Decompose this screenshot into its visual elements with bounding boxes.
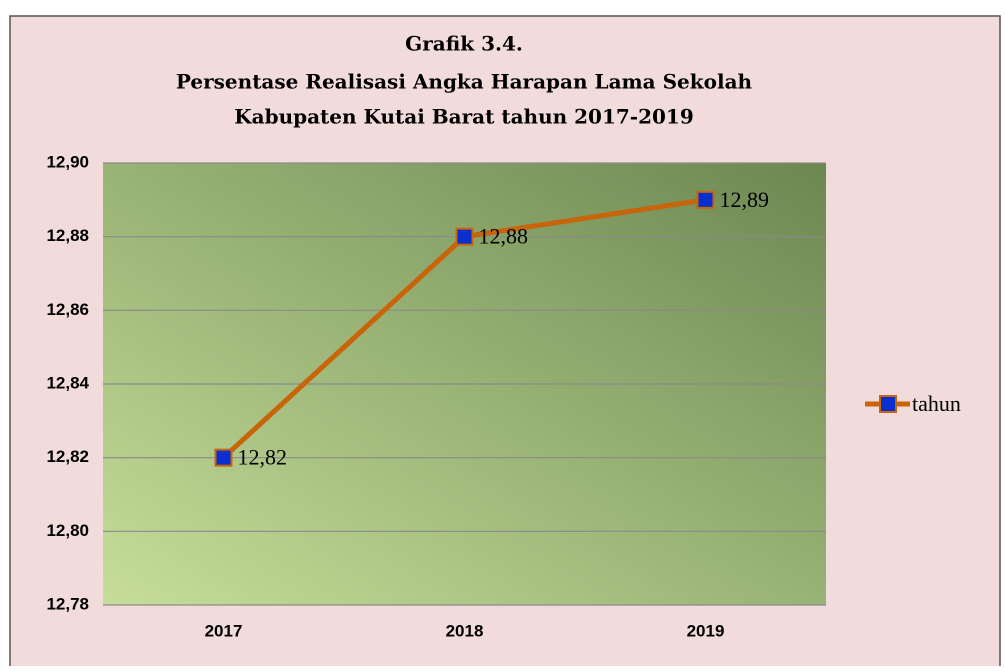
data-label: 12,89 (720, 187, 770, 212)
chart-title: Kabupaten Kutai Barat tahun 2017-2019 (234, 105, 694, 129)
y-tick-label: 12,90 (46, 152, 89, 171)
marker (214, 448, 233, 467)
chart-title: Persentase Realisasi Angka Harapan Lama … (176, 70, 753, 94)
data-label: 12,88 (479, 224, 529, 249)
x-tick-label: 2017 (205, 621, 243, 640)
y-tick-label: 12,86 (46, 300, 89, 319)
y-tick-label: 12,88 (46, 226, 89, 245)
marker (696, 190, 715, 209)
y-tick-label: 12,78 (46, 594, 89, 613)
chart-title: Grafik 3.4. (405, 32, 523, 56)
y-tick-label: 12,84 (46, 373, 89, 392)
legend-marker (879, 395, 897, 413)
x-tick-label: 2019 (687, 621, 725, 640)
data-label: 12,82 (238, 445, 288, 470)
legend-label: tahun (912, 391, 961, 416)
y-tick-label: 12,82 (46, 447, 89, 466)
x-tick-label: 2018 (446, 621, 484, 640)
marker (455, 227, 474, 246)
y-tick-label: 12,80 (46, 521, 89, 540)
